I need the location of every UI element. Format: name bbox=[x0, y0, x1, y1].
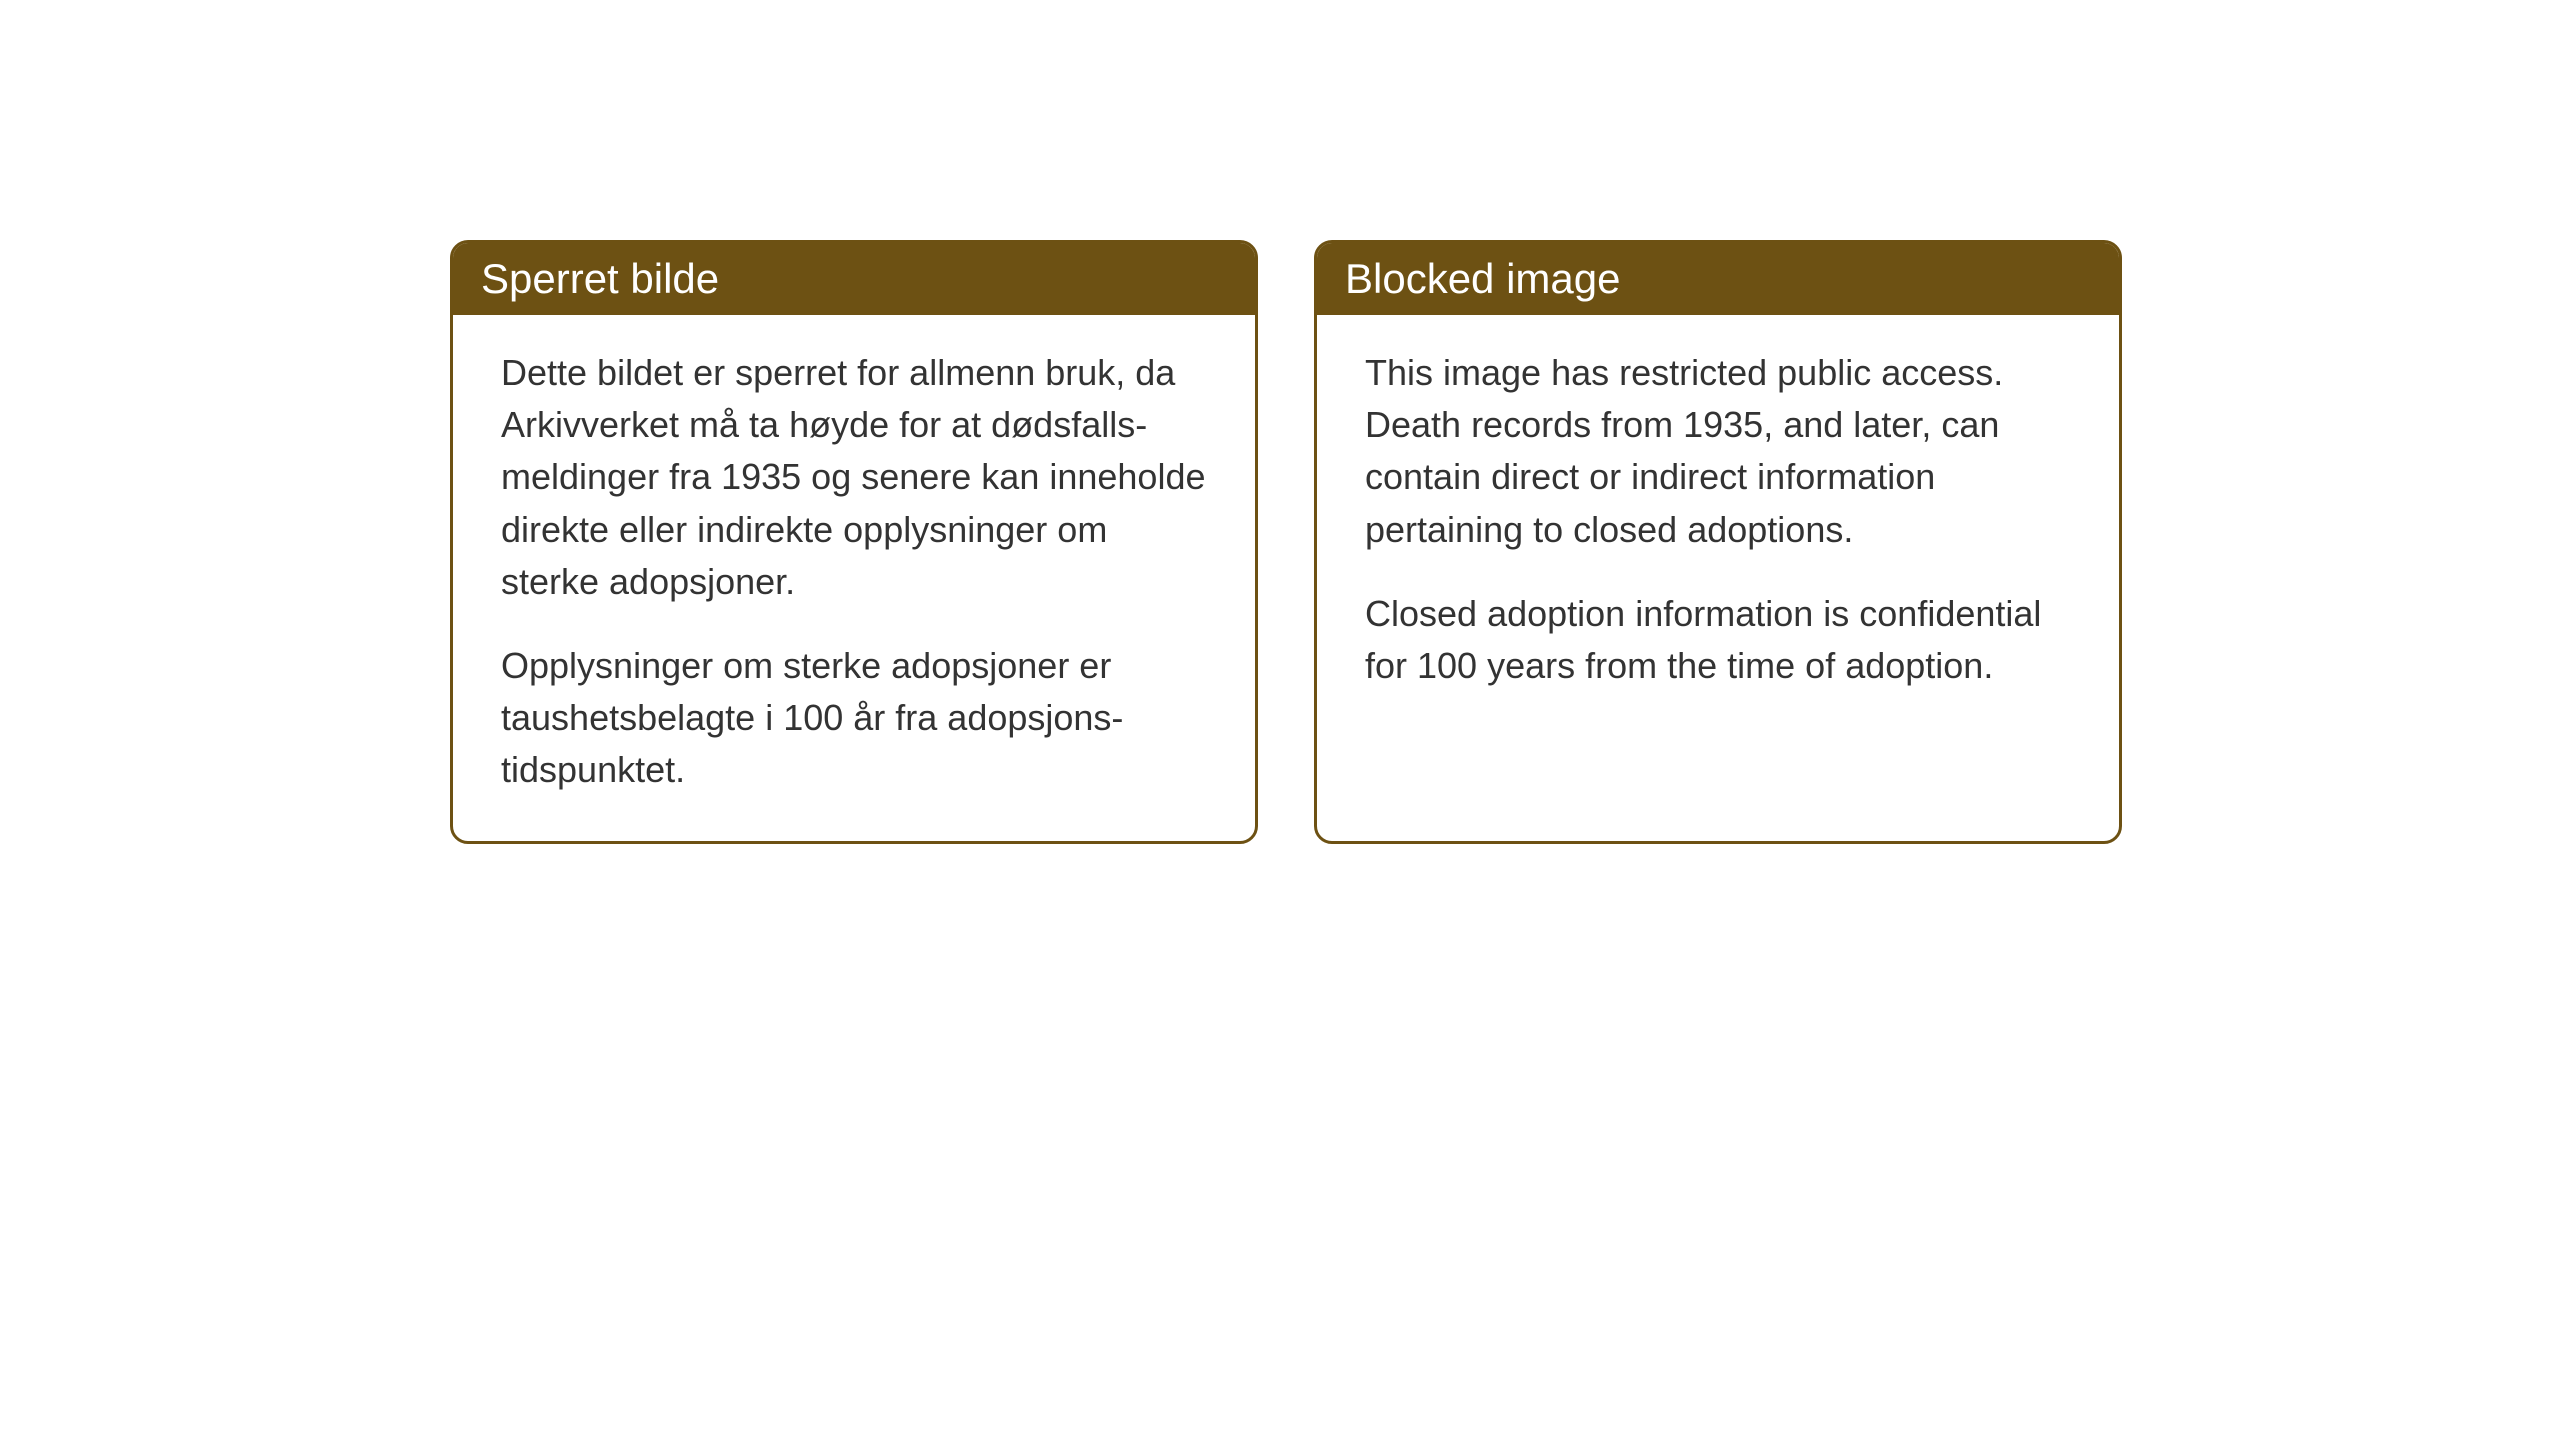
card-norwegian: Sperret bilde Dette bildet er sperret fo… bbox=[450, 240, 1258, 844]
card-body-norwegian: Dette bildet er sperret for allmenn bruk… bbox=[453, 315, 1255, 841]
card-body-english: This image has restricted public access.… bbox=[1317, 315, 2119, 736]
card-paragraph2-norwegian: Opplysninger om sterke adopsjoner er tau… bbox=[501, 640, 1207, 797]
card-paragraph1-norwegian: Dette bildet er sperret for allmenn bruk… bbox=[501, 347, 1207, 608]
card-title-english: Blocked image bbox=[1345, 255, 1620, 302]
card-header-english: Blocked image bbox=[1317, 243, 2119, 315]
card-paragraph2-english: Closed adoption information is confident… bbox=[1365, 588, 2071, 692]
card-paragraph1-english: This image has restricted public access.… bbox=[1365, 347, 2071, 556]
cards-container: Sperret bilde Dette bildet er sperret fo… bbox=[450, 240, 2122, 844]
card-english: Blocked image This image has restricted … bbox=[1314, 240, 2122, 844]
card-header-norwegian: Sperret bilde bbox=[453, 243, 1255, 315]
card-title-norwegian: Sperret bilde bbox=[481, 255, 719, 302]
